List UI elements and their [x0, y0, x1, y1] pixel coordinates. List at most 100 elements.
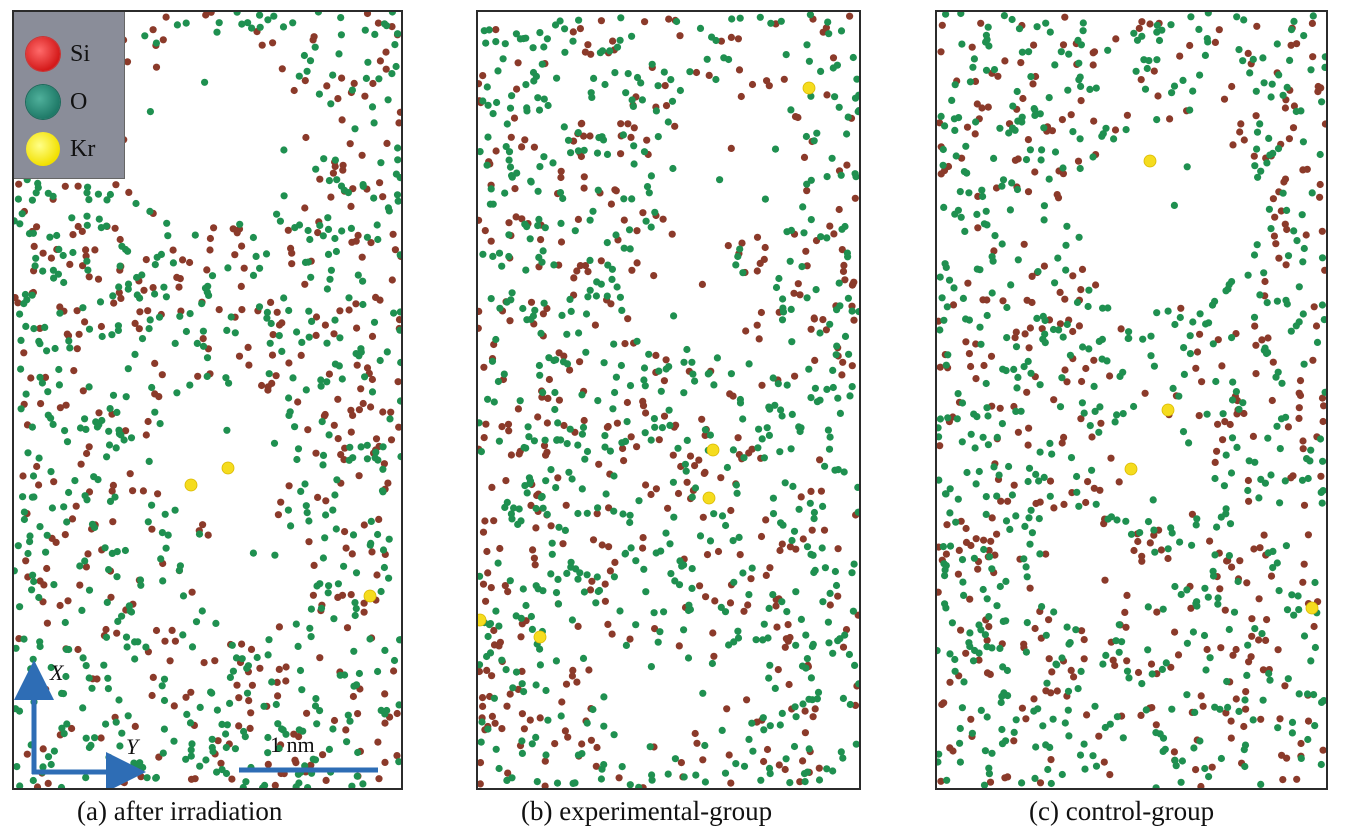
o-atom: [1020, 363, 1028, 371]
o-atom: [1008, 491, 1016, 499]
o-atom: [386, 415, 394, 423]
o-atom: [603, 292, 611, 300]
o-atom: [554, 575, 562, 584]
si-atom: [1253, 22, 1261, 30]
o-atom: [39, 267, 47, 275]
o-atom: [131, 655, 139, 663]
si-atom: [1101, 576, 1109, 584]
o-atom: [1127, 530, 1136, 538]
o-atom: [252, 252, 260, 260]
o-atom: [658, 424, 666, 432]
o-atom: [990, 463, 998, 471]
o-atom: [1320, 316, 1326, 324]
o-atom: [331, 360, 339, 368]
o-atom: [1064, 706, 1072, 714]
o-atom: [120, 436, 128, 444]
o-atom: [1211, 551, 1219, 559]
o-atom: [76, 424, 85, 432]
si-atom: [830, 230, 838, 238]
o-atom: [287, 522, 295, 530]
o-atom: [1125, 328, 1133, 336]
o-atom: [641, 382, 649, 390]
o-atom: [529, 44, 537, 52]
o-atom: [1091, 702, 1099, 710]
o-atom: [61, 427, 69, 435]
si-atom: [983, 636, 991, 644]
o-atom: [367, 517, 375, 525]
si-atom: [199, 335, 207, 343]
o-atom: [1297, 754, 1305, 763]
o-atom: [348, 86, 356, 94]
o-atom: [539, 504, 547, 512]
si-atom: [672, 421, 680, 429]
si-atom: [19, 472, 27, 480]
o-atom: [1192, 521, 1200, 529]
o-atom: [637, 79, 645, 87]
si-atom: [772, 602, 780, 610]
si-atom: [483, 547, 491, 556]
si-atom: [278, 65, 286, 73]
o-atom: [164, 531, 172, 539]
o-atom: [940, 316, 948, 324]
o-atom: [778, 709, 786, 718]
si-atom: [938, 21, 946, 29]
o-atom: [730, 578, 738, 586]
o-atom: [1054, 254, 1062, 262]
o-atom: [1187, 13, 1195, 21]
o-atom: [304, 784, 312, 788]
o-atom: [805, 745, 813, 753]
si-atom: [358, 151, 366, 159]
si-atom: [82, 563, 90, 571]
o-atom: [825, 639, 833, 647]
o-atom: [323, 378, 331, 386]
o-atom: [848, 569, 856, 577]
o-atom: [1040, 473, 1048, 481]
o-atom: [275, 332, 283, 340]
si-atom: [737, 92, 745, 101]
o-atom: [488, 357, 497, 365]
o-atom: [308, 769, 316, 777]
si-atom: [479, 580, 488, 588]
si-atom: [991, 551, 999, 559]
o-atom: [343, 738, 351, 746]
si-atom: [1248, 632, 1256, 640]
si-atom: [1299, 437, 1307, 445]
o-atom: [555, 523, 563, 531]
si-atom: [345, 306, 353, 314]
o-atom: [970, 554, 978, 562]
o-atom: [990, 66, 999, 74]
o-atom: [1113, 516, 1121, 524]
si-atom: [1060, 433, 1068, 441]
o-atom: [790, 742, 799, 751]
si-atom: [745, 449, 753, 457]
o-atom: [817, 233, 825, 241]
si-atom: [748, 80, 757, 89]
o-atom: [1132, 67, 1140, 75]
si-atom: [367, 403, 375, 411]
si-atom: [839, 643, 848, 651]
si-atom: [1021, 330, 1029, 338]
si-atom: [753, 233, 762, 241]
si-atom: [1267, 572, 1276, 580]
o-atom: [396, 397, 401, 405]
o-atom: [1217, 754, 1225, 763]
o-atom: [29, 229, 37, 237]
si-atom: [211, 657, 219, 665]
o-atom: [1095, 337, 1103, 345]
o-atom: [851, 170, 859, 178]
si-atom: [258, 381, 266, 390]
si-atom: [576, 262, 584, 270]
si-atom: [758, 381, 766, 389]
si-atom: [1042, 687, 1050, 695]
o-atom: [83, 189, 91, 197]
o-atom: [594, 397, 602, 405]
o-atom: [1024, 357, 1032, 365]
o-atom: [297, 487, 305, 495]
o-atom: [749, 747, 757, 755]
o-atom: [563, 360, 572, 368]
si-atom: [1211, 38, 1219, 46]
si-atom: [310, 33, 318, 41]
o-atom: [484, 395, 492, 403]
o-atom: [1031, 774, 1039, 783]
o-atom: [703, 55, 711, 63]
